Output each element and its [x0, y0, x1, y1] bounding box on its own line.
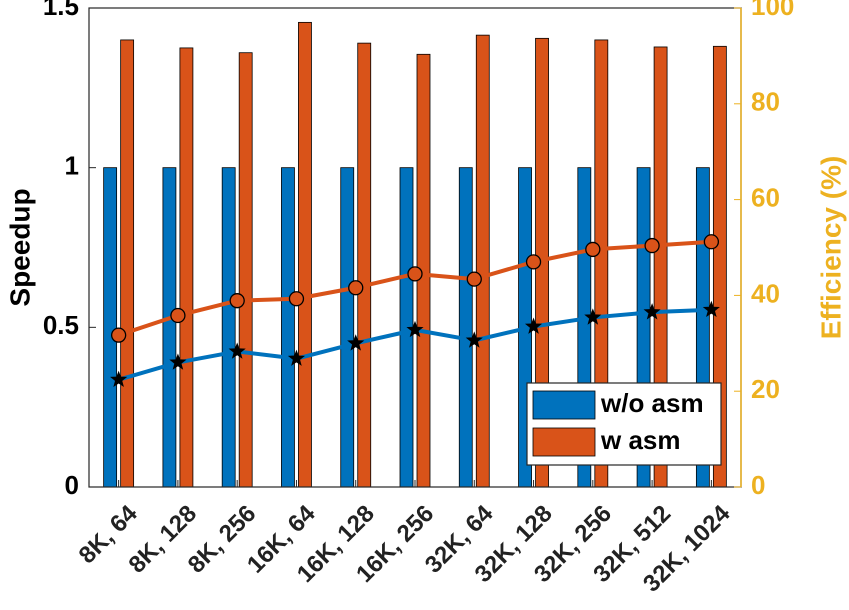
circle-marker-7: [525, 254, 542, 270]
star-marker-4: [347, 334, 365, 351]
bar-wo-asm-2: [221, 167, 236, 488]
star-marker-9: [643, 303, 661, 320]
bars-layer: [103, 21, 727, 488]
bar-wo-asm-3: [281, 167, 295, 488]
left-tick-label-2: 1: [65, 151, 79, 181]
star-marker-5: [406, 320, 424, 338]
star-marker-1: [169, 353, 187, 370]
right-tick-label-0: 0: [751, 470, 765, 500]
circle-marker-4: [348, 280, 364, 296]
circle-marker-10: [703, 234, 720, 250]
legend-swatch-w-asm: [532, 427, 596, 457]
legend-label-w-asm: w asm: [600, 425, 681, 455]
star-marker-6: [465, 331, 483, 348]
star-marker-2: [228, 342, 246, 359]
legend-swatch-wo-asm: [532, 390, 596, 420]
right-tick-label-3: 60: [751, 182, 780, 212]
bar-wo-asm-1: [162, 167, 177, 488]
right-tick-label-2: 40: [751, 278, 780, 308]
bar-w-asm-1: [179, 47, 194, 488]
star-marker-8: [584, 308, 602, 325]
circle-marker-2: [229, 293, 245, 309]
star-marker-7: [524, 317, 543, 334]
right-axis-ticks: 0 20 40 60 80 100: [734, 0, 794, 500]
legend: w/o asm w asm: [526, 382, 722, 466]
bar-w-asm-4: [357, 42, 372, 488]
right-tick-label-1: 20: [751, 374, 780, 404]
circle-marker-3: [288, 291, 305, 307]
bar-w-asm-6: [475, 34, 490, 488]
circle-marker-9: [644, 237, 660, 254]
bar-wo-asm-6: [458, 167, 473, 488]
circle-marker-8: [585, 241, 601, 258]
circle-marker-6: [466, 271, 482, 287]
legend-label-wo-asm: w/o asm: [600, 388, 704, 418]
y-axis-label: Speedup: [4, 188, 35, 306]
bar-wo-asm-0: [103, 167, 118, 488]
bar-w-asm-0: [120, 39, 135, 488]
efficiency-line-star: [118, 307, 712, 382]
left-axis-ticks: 0 0.5 1 1.5: [43, 0, 96, 500]
circle-marker-5: [407, 266, 423, 282]
bar-w-asm-3: [298, 21, 312, 488]
y2-axis-label: Efficiency (%): [815, 156, 846, 340]
circle-marker-1: [170, 307, 186, 324]
left-tick-label-1: 0.5: [43, 310, 79, 340]
left-tick-label-0: 0: [65, 470, 79, 500]
bar-w-asm-2: [238, 52, 253, 488]
star-marker-10: [702, 300, 720, 318]
bar-wo-asm-4: [340, 167, 355, 488]
left-tick-label-3: 1.5: [43, 0, 79, 21]
right-tick-label-5: 100: [751, 0, 794, 21]
star-marker-3: [287, 349, 306, 366]
lines-layer: [110, 234, 720, 387]
star-marker-0: [110, 370, 128, 387]
right-tick-label-4: 80: [751, 87, 780, 117]
circle-marker-0: [110, 327, 127, 343]
